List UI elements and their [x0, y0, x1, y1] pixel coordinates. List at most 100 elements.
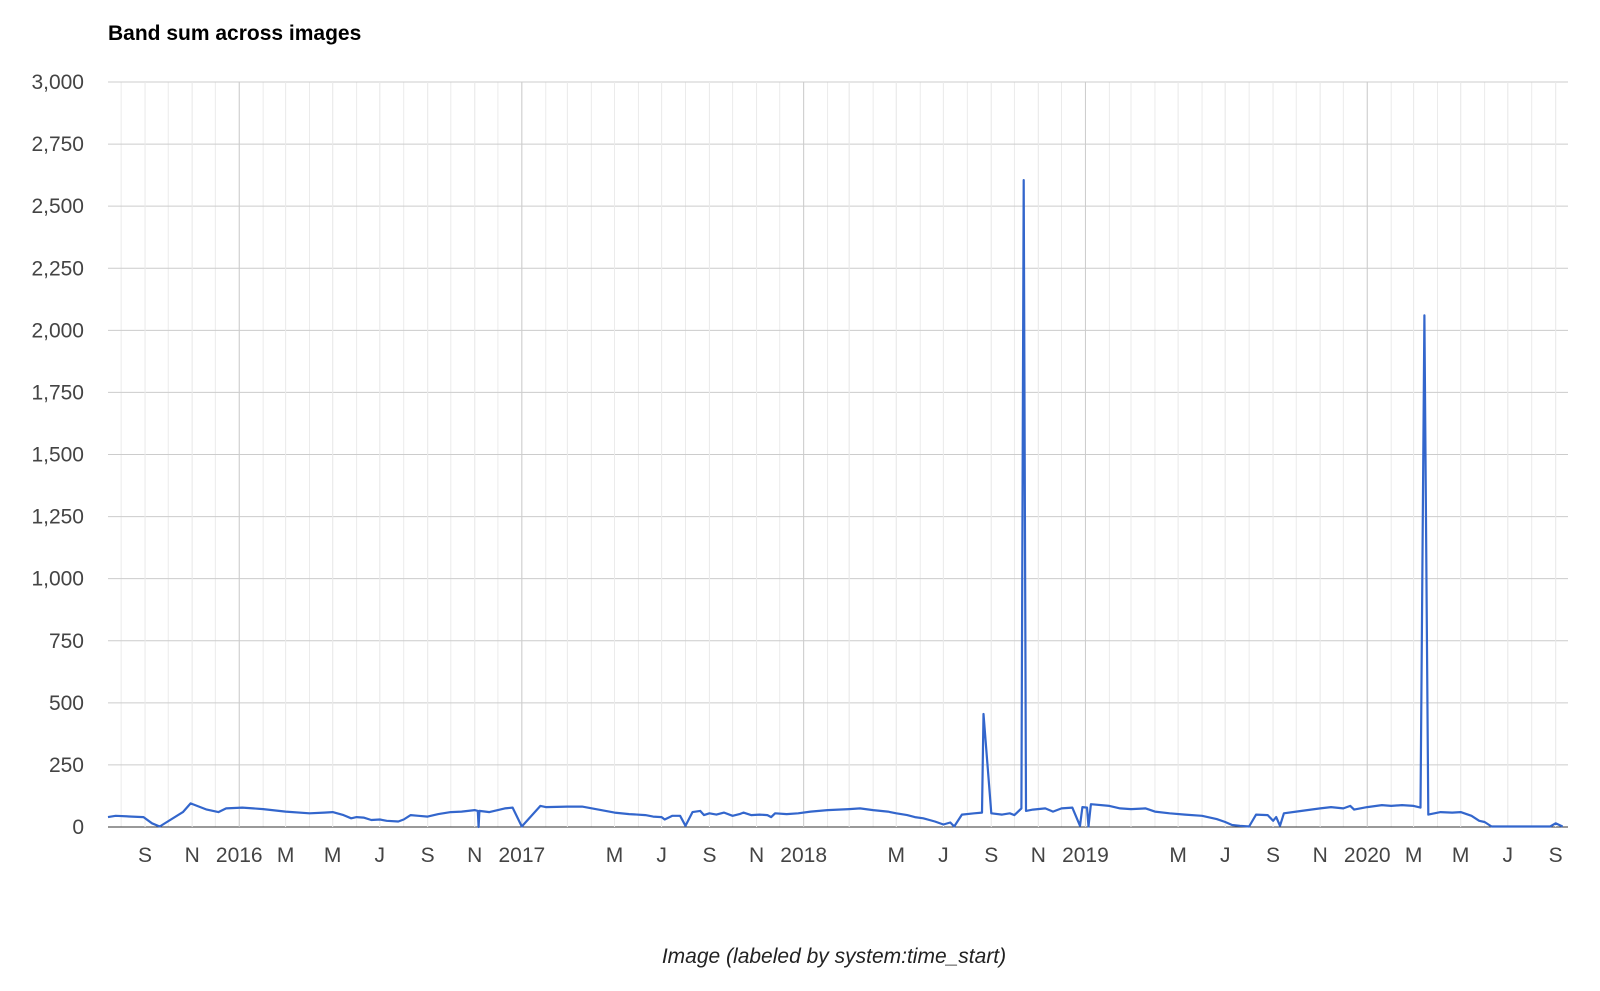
- data-point[interactable]: [1088, 801, 1094, 807]
- data-point[interactable]: [1237, 823, 1243, 829]
- data-point[interactable]: [1560, 824, 1566, 830]
- data-point[interactable]: [706, 810, 712, 816]
- data-point[interactable]: [495, 807, 501, 813]
- data-point[interactable]: [537, 803, 543, 809]
- data-point[interactable]: [857, 805, 863, 811]
- data-point[interactable]: [1273, 814, 1279, 820]
- data-point[interactable]: [940, 822, 946, 828]
- data-point[interactable]: [105, 814, 111, 820]
- data-point[interactable]: [626, 811, 632, 817]
- data-point[interactable]: [904, 812, 910, 818]
- data-point[interactable]: [825, 807, 831, 813]
- data-point[interactable]: [157, 824, 163, 830]
- data-point[interactable]: [579, 804, 585, 810]
- data-point[interactable]: [283, 809, 289, 815]
- data-point[interactable]: [1128, 806, 1134, 812]
- data-point[interactable]: [1199, 813, 1205, 819]
- data-point[interactable]: [1265, 812, 1271, 818]
- data-point[interactable]: [612, 810, 618, 816]
- data-point[interactable]: [149, 820, 155, 826]
- data-point[interactable]: [180, 809, 186, 815]
- data-point[interactable]: [113, 813, 119, 819]
- data-point[interactable]: [912, 814, 918, 820]
- data-point[interactable]: [920, 815, 926, 821]
- data-point[interactable]: [795, 810, 801, 816]
- data-point[interactable]: [885, 809, 891, 815]
- data-point[interactable]: [1059, 805, 1065, 811]
- data-point[interactable]: [1328, 804, 1334, 810]
- data-point[interactable]: [1277, 823, 1283, 829]
- data-point[interactable]: [870, 807, 876, 813]
- data-point[interactable]: [701, 812, 707, 818]
- data-point[interactable]: [757, 812, 763, 818]
- data-point[interactable]: [307, 810, 313, 816]
- data-point[interactable]: [1077, 823, 1083, 829]
- data-point[interactable]: [1418, 805, 1424, 811]
- data-point[interactable]: [448, 809, 454, 815]
- data-point[interactable]: [1379, 802, 1385, 808]
- data-point[interactable]: [321, 810, 327, 816]
- data-point[interactable]: [740, 810, 746, 816]
- data-point[interactable]: [1253, 812, 1259, 818]
- data-point[interactable]: [1388, 803, 1394, 809]
- data-point[interactable]: [377, 817, 383, 823]
- data-point[interactable]: [677, 813, 683, 819]
- data-point[interactable]: [999, 812, 1005, 818]
- data-point[interactable]: [1281, 810, 1287, 816]
- data-point[interactable]: [988, 810, 994, 816]
- data-point[interactable]: [979, 810, 985, 816]
- data-point[interactable]: [361, 815, 367, 821]
- data-point[interactable]: [893, 810, 899, 816]
- data-point[interactable]: [1050, 809, 1056, 815]
- data-point[interactable]: [341, 812, 347, 818]
- data-point[interactable]: [1030, 807, 1036, 813]
- data-point[interactable]: [564, 804, 570, 810]
- data-point[interactable]: [368, 817, 374, 823]
- data-point[interactable]: [713, 812, 719, 818]
- data-point[interactable]: [141, 814, 147, 820]
- data-point[interactable]: [1167, 810, 1173, 816]
- data-point[interactable]: [543, 804, 549, 810]
- data-point[interactable]: [595, 807, 601, 813]
- data-point[interactable]: [981, 711, 987, 717]
- data-point[interactable]: [650, 814, 656, 820]
- data-point[interactable]: [959, 812, 965, 818]
- data-point[interactable]: [1340, 805, 1346, 811]
- data-point[interactable]: [188, 800, 194, 806]
- data-point[interactable]: [1351, 807, 1357, 813]
- data-point[interactable]: [690, 809, 696, 815]
- data-point[interactable]: [408, 812, 414, 818]
- data-point[interactable]: [129, 814, 135, 820]
- data-point[interactable]: [348, 815, 354, 821]
- data-point[interactable]: [1293, 809, 1299, 815]
- data-point[interactable]: [1246, 824, 1252, 830]
- data-point[interactable]: [642, 812, 648, 818]
- data-point[interactable]: [486, 809, 492, 815]
- data-point[interactable]: [435, 811, 441, 817]
- data-point[interactable]: [784, 811, 790, 817]
- data-point[interactable]: [1021, 177, 1027, 183]
- data-point[interactable]: [354, 814, 360, 820]
- data-point[interactable]: [1086, 824, 1092, 830]
- data-point[interactable]: [510, 805, 516, 811]
- data-point[interactable]: [1364, 804, 1370, 810]
- data-point[interactable]: [1425, 812, 1431, 818]
- data-point[interactable]: [1222, 819, 1228, 825]
- data-point[interactable]: [846, 806, 852, 812]
- data-point[interactable]: [215, 809, 221, 815]
- data-point[interactable]: [683, 823, 689, 829]
- data-point[interactable]: [223, 805, 229, 811]
- data-point[interactable]: [1106, 803, 1112, 809]
- data-point[interactable]: [1023, 808, 1029, 814]
- data-point[interactable]: [502, 805, 508, 811]
- data-point[interactable]: [772, 810, 778, 816]
- data-point[interactable]: [1317, 805, 1323, 811]
- data-point[interactable]: [951, 824, 957, 830]
- data-point[interactable]: [330, 809, 336, 815]
- data-point[interactable]: [1469, 813, 1475, 819]
- data-point[interactable]: [1489, 824, 1495, 830]
- data-point[interactable]: [204, 807, 210, 813]
- data-point[interactable]: [808, 809, 814, 815]
- data-point[interactable]: [476, 808, 482, 814]
- data-point[interactable]: [1476, 818, 1482, 824]
